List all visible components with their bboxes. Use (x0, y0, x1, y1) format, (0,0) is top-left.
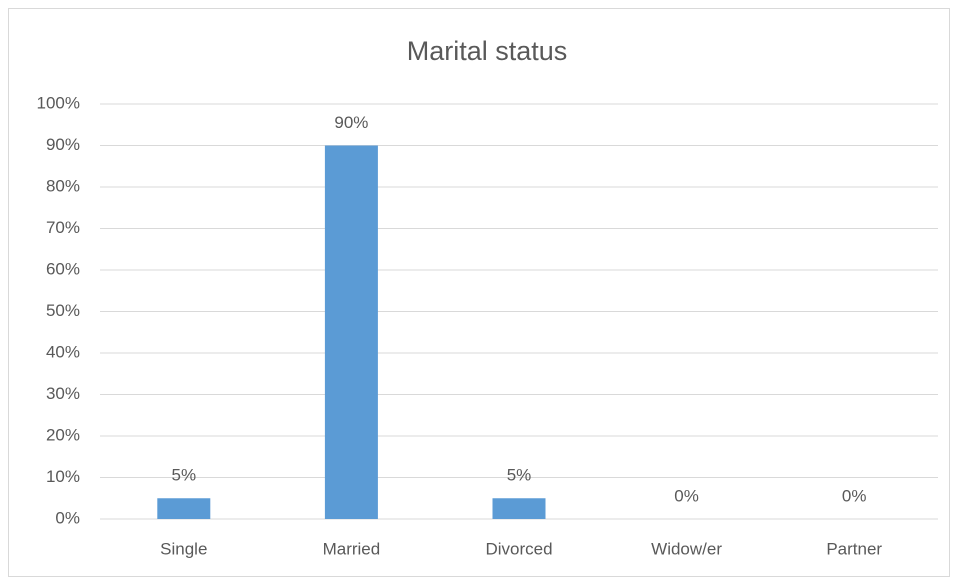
y-tick-label: 60% (46, 259, 80, 278)
y-tick-label: 30% (46, 384, 80, 403)
data-label: 0% (842, 486, 867, 505)
y-tick-label: 70% (46, 218, 80, 237)
y-tick-label: 40% (46, 342, 80, 361)
bar (324, 145, 378, 519)
chart-border (8, 8, 950, 577)
x-tick-label: Divorced (485, 539, 552, 558)
x-tick-label: Widow/er (651, 539, 722, 558)
y-tick-label: 20% (46, 425, 80, 444)
data-label: 90% (334, 113, 368, 132)
x-tick-label: Married (323, 539, 381, 558)
x-tick-label: Single (160, 539, 207, 558)
y-tick-label: 0% (55, 508, 80, 527)
y-tick-label: 90% (46, 135, 80, 154)
data-label: 5% (172, 466, 197, 485)
data-label: 5% (507, 466, 532, 485)
y-tick-label: 10% (46, 467, 80, 486)
bar (157, 498, 211, 519)
y-tick-label: 50% (46, 301, 80, 320)
chart-title: Marital status (407, 36, 568, 66)
data-label: 0% (674, 486, 699, 505)
y-tick-label: 100% (37, 93, 80, 112)
x-tick-label: Partner (826, 539, 882, 558)
bar (492, 498, 546, 519)
y-tick-label: 80% (46, 176, 80, 195)
